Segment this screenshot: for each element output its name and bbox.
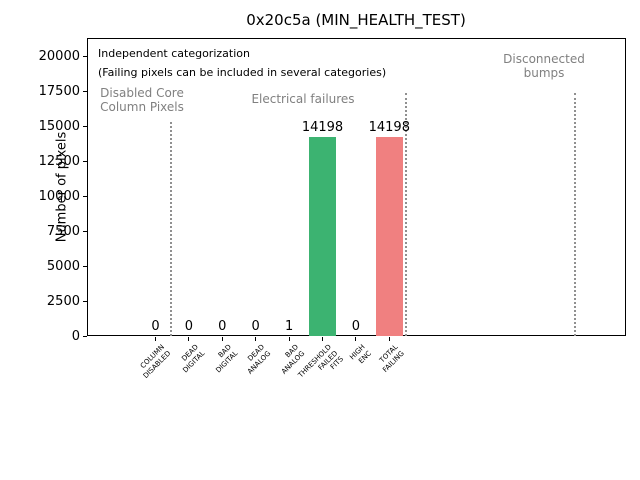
- x-tick-mark: [288, 337, 290, 341]
- x-tick-label: THRESHOLD FAILED FITS: [296, 343, 346, 380]
- chart-title: 0x20c5a (MIN_HEALTH_TEST): [246, 11, 466, 29]
- y-tick-mark: [83, 160, 87, 162]
- region-label-disconnected-bumps: Disconnected bumps: [503, 52, 585, 80]
- y-tick-label: 0: [71, 328, 80, 344]
- bar-value-label: 14198: [301, 120, 344, 136]
- y-tick-label: 7500: [46, 223, 80, 239]
- y-tick-label: 17500: [38, 83, 80, 99]
- y-tick-label: 12500: [38, 153, 80, 169]
- x-tick-label: BAD DIGITAL: [213, 343, 239, 375]
- y-tick-mark: [83, 335, 87, 337]
- bar: [375, 137, 403, 336]
- region-label-electrical-failures: Electrical failures: [251, 92, 355, 106]
- x-tick-mark: [355, 337, 357, 341]
- categorization-subnote: (Failing pixels can be included in sever…: [98, 66, 387, 79]
- region-separator: [574, 93, 576, 336]
- bar-value-label: 1: [284, 319, 294, 334]
- y-tick-mark: [83, 230, 87, 232]
- x-tick-mark: [255, 337, 257, 341]
- x-tick-mark: [221, 337, 223, 341]
- x-tick-mark: [155, 337, 156, 341]
- y-tick-label: 15000: [38, 118, 80, 134]
- x-tick-mark: [322, 337, 323, 341]
- bar-value-label: 14198: [368, 120, 410, 136]
- bar-value-label: 0: [218, 319, 227, 334]
- x-tick-label: TOTAL FAILING: [378, 343, 406, 374]
- y-tick-label: 20000: [38, 48, 80, 64]
- region-label-disabled-core: Disabled Core Column Pixels: [100, 86, 184, 114]
- y-tick-mark: [83, 300, 87, 302]
- region-separator: [405, 93, 407, 336]
- bar-value-label: 0: [184, 319, 194, 334]
- y-tick-label: 10000: [38, 188, 80, 204]
- x-tick-mark: [188, 337, 190, 341]
- x-tick-mark: [388, 337, 390, 341]
- y-tick-label: 2500: [46, 293, 80, 309]
- plot-area: [87, 38, 626, 336]
- x-tick-label: COLUMN DISABLED: [139, 343, 173, 380]
- bar-value-label: 0: [351, 319, 361, 334]
- y-tick-mark: [83, 125, 87, 127]
- y-tick-mark: [83, 265, 87, 267]
- independent-categorization-note: Independent categorization: [98, 47, 250, 60]
- y-tick-mark: [83, 90, 87, 92]
- y-tick-mark: [83, 195, 87, 197]
- x-tick-label: DEAD ANALOG: [245, 343, 273, 376]
- y-tick-mark: [83, 55, 87, 57]
- x-tick-label: HIGH ENC: [348, 343, 373, 365]
- bar: [309, 137, 336, 336]
- y-tick-label: 5000: [46, 258, 80, 274]
- x-tick-label: DEAD DIGITAL: [179, 343, 206, 375]
- region-separator: [170, 122, 172, 336]
- bar-value-label: 0: [151, 319, 160, 334]
- bar-value-label: 0: [251, 319, 260, 334]
